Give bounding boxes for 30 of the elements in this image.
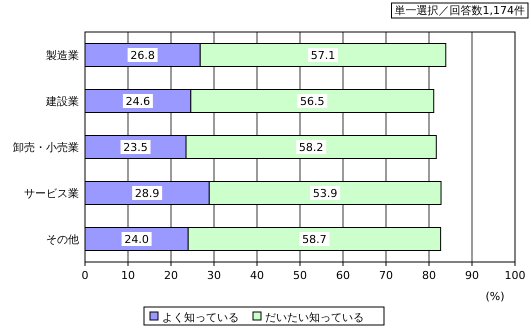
y-tick-label: 卸売・小売業 xyxy=(13,141,79,154)
x-tick-label: 50 xyxy=(293,269,307,282)
x-tick-label: 100 xyxy=(504,269,526,282)
y-tick-label: 製造業 xyxy=(46,49,79,62)
x-tick-label: 60 xyxy=(336,269,350,282)
y-tick-label: その他 xyxy=(46,233,79,246)
x-tick-label: 90 xyxy=(465,269,479,282)
data-label: 57.1 xyxy=(310,49,336,62)
x-tick-label: 40 xyxy=(250,269,264,282)
x-axis-title: (%) xyxy=(485,290,505,303)
x-tick-label: 80 xyxy=(422,269,436,282)
data-label: 23.5 xyxy=(123,141,148,154)
legend-label: よく知っている xyxy=(162,311,239,324)
data-label: 58.7 xyxy=(302,233,327,246)
x-tick-label: 0 xyxy=(82,269,88,282)
data-label: 28.9 xyxy=(134,187,160,200)
data-label: 26.8 xyxy=(130,49,155,62)
data-label: 58.2 xyxy=(298,141,324,154)
data-label: 53.9 xyxy=(312,187,338,200)
y-tick-label: 建設業 xyxy=(45,95,79,108)
x-tick-label: 70 xyxy=(379,269,393,282)
text: 単一選択／回答数1,174件 xyxy=(394,4,525,17)
legend-label: だいたい知っている xyxy=(265,311,364,324)
data-label: 56.5 xyxy=(300,95,325,108)
x-tick-label: 10 xyxy=(121,269,135,282)
data-label: 24.6 xyxy=(126,95,150,108)
data-label: 24.0 xyxy=(124,233,149,246)
x-tick-label: 20 xyxy=(164,269,178,282)
x-tick-label: 30 xyxy=(207,269,221,282)
y-tick-label: サービス業 xyxy=(24,187,79,200)
